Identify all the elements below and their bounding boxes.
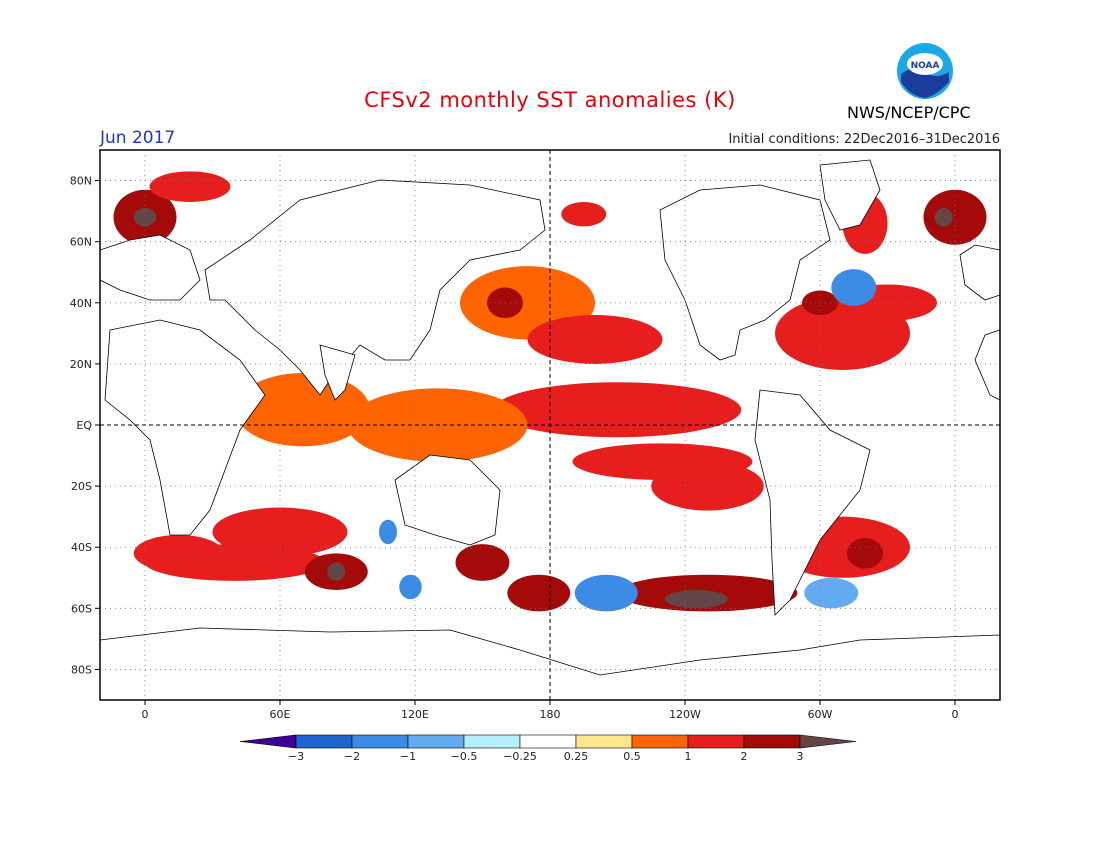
axis-ticks: 80N 60N 40N 20N EQ 20S 40S 60S 80S 0 60E 120E 180 120… [70,175,959,721]
lon-tick-label: 120E [401,708,429,721]
anomaly-region [923,189,987,245]
europe-west [100,234,201,301]
anomaly-region [775,516,910,578]
logo-text: NOAA [911,61,940,71]
lat-tick-label: 40S [71,541,92,554]
australia [394,454,501,546]
lat-tick-label: EQ [76,419,92,432]
anomaly-region [838,284,937,322]
colorbar-label: 1 [685,750,692,763]
lon-tick-label: 180 [540,708,561,721]
lon-tick-label: 60W [808,708,833,721]
europe-east [959,244,1000,301]
lat-tick-label: 60N [70,236,92,249]
anomaly-region [487,287,523,319]
anomaly-region [802,290,838,315]
lon-tick-label: 0 [952,708,959,721]
anomaly-region [460,266,595,340]
anomaly-region [507,574,571,612]
anomaly-region [842,192,888,254]
colorbar-swatch [407,734,465,749]
anomaly-region [133,208,157,227]
india [319,344,356,401]
anomaly-field [113,171,987,612]
colorbar-label: 0.25 [564,750,589,763]
anomaly-region [527,315,663,364]
lon-tick-label: 0 [142,708,149,721]
initial-conditions: Initial conditions: 22Dec2016–31Dec2016 [728,132,1000,147]
colorbar-label: −2 [344,750,360,763]
colorbar-swatch [743,734,801,749]
colorbar-swatch [463,734,521,749]
colorbar-label: −1 [400,750,416,763]
anomaly-region [617,574,798,612]
anomaly-region [561,201,607,227]
south-america [754,389,871,616]
lat-tick-label: 60S [71,602,92,615]
lat-tick-label: 80S [71,663,92,676]
colorbar: −3 −2 −1 −0.5 −0.25 0.25 0.5 1 2 3 [239,734,857,763]
lon-tick-label: 120W [669,708,701,721]
eurasia [204,179,546,396]
anomaly-region [847,538,883,569]
anomaly-region [934,208,953,227]
anomaly-region [327,562,346,581]
anomaly-region [493,382,742,438]
anomaly-region [304,553,368,591]
agency-label: NWS/NCEP/CPC [847,103,971,122]
anomaly-region [235,373,370,447]
anomaly-region [455,544,510,581]
colorbar-label: −0.25 [503,750,537,763]
anomaly-region [574,574,638,612]
colorbar-swatch [351,734,409,749]
anomaly-region [149,171,231,202]
lat-tick-label: 20N [70,358,92,371]
africa [104,319,266,536]
lat-tick-label: 20S [71,480,92,493]
colorbar-label: 2 [741,750,748,763]
anomaly-region [775,296,910,371]
colorbar-label: 0.5 [623,750,641,763]
anomaly-region [572,443,753,480]
noaa-logo: NOAA [897,43,953,99]
land-masses [100,159,1000,700]
antarctica [100,627,1000,700]
colorbar-min-arrow [239,734,297,749]
colorbar-swatch [295,734,353,749]
lat-tick-label: 40N [70,297,92,310]
anomaly-region [347,388,528,462]
anomaly-region [651,461,764,511]
greenland [819,159,881,231]
lat-tick-label: 80N [70,175,92,188]
anomaly-region [831,269,877,306]
anomaly-region [399,574,422,600]
anomaly-region [379,519,397,545]
anomaly-region [212,507,348,557]
anomaly-region [145,544,325,581]
colorbar-swatch [575,734,633,749]
anomaly-region [664,590,728,609]
colorbar-swatch [687,734,745,749]
lon-tick-label: 60E [270,708,291,721]
colorbar-swatch [519,734,577,749]
colorbar-label: −3 [288,750,304,763]
colorbar-label: −0.5 [451,750,478,763]
colorbar-max-arrow [799,734,857,749]
map-frame [99,149,1001,701]
north-america [659,184,831,361]
graticule [100,150,1000,700]
africa-east-copy [974,329,1000,401]
map-title: CFSv2 monthly SST anomalies (K) [364,88,736,112]
anomaly-region [133,535,224,572]
anomaly-region [804,577,859,609]
anomaly-region [113,189,177,245]
colorbar-label: 3 [797,750,804,763]
forecast-month: Jun 2017 [100,128,176,148]
colorbar-swatch [631,734,689,749]
